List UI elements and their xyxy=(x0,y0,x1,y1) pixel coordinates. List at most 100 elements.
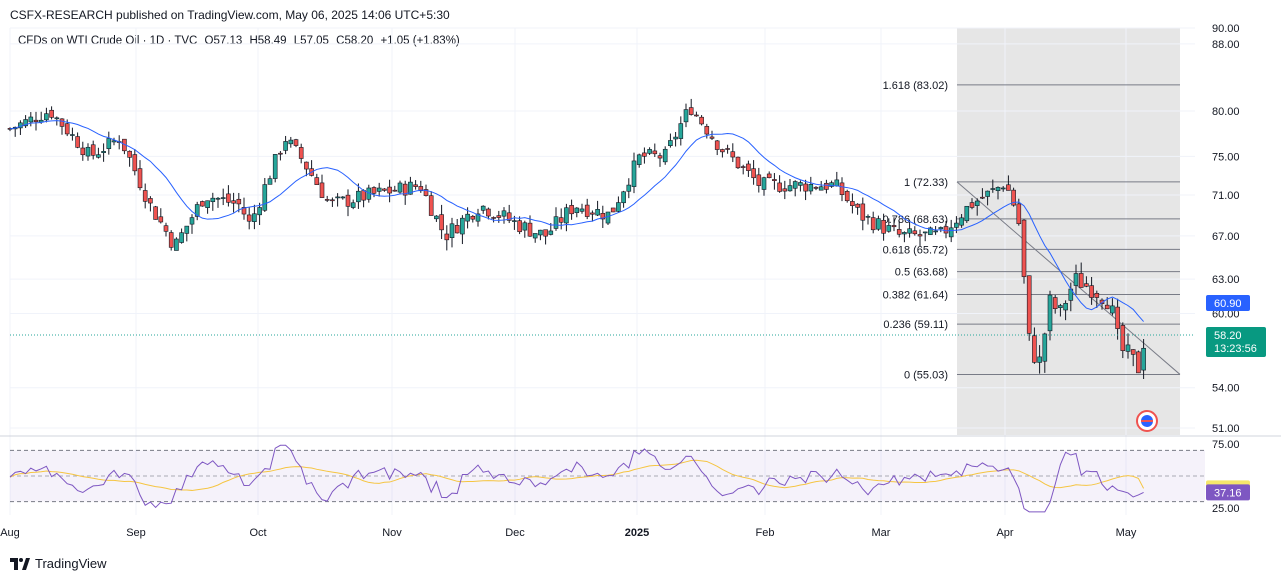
candle-body xyxy=(298,147,304,159)
candle-body xyxy=(142,190,148,202)
candle-body xyxy=(1136,351,1141,374)
candle-body xyxy=(787,185,793,192)
candle-body xyxy=(163,225,169,232)
candle-body xyxy=(720,149,725,153)
candle-body xyxy=(980,196,985,199)
candle-body xyxy=(881,219,886,234)
candle-body xyxy=(917,234,923,237)
candle-body xyxy=(813,186,819,189)
candle-body xyxy=(314,177,320,185)
candle-body xyxy=(964,205,970,222)
candle-body xyxy=(257,207,262,216)
candle-body xyxy=(470,215,476,220)
candle-body xyxy=(54,117,60,120)
candle-body xyxy=(262,184,268,211)
candle-body xyxy=(803,183,808,192)
candle-body xyxy=(564,207,569,224)
rsi-line xyxy=(9,444,1144,513)
tradingview-logo-icon xyxy=(10,557,30,570)
candle-body xyxy=(824,182,829,190)
price-tick-label: 88.00 xyxy=(1212,39,1240,51)
candle-body xyxy=(933,230,938,233)
candle-body xyxy=(371,187,377,194)
candle-body xyxy=(792,181,798,189)
candle-body xyxy=(766,173,772,179)
candle-body xyxy=(101,151,106,153)
candle-body xyxy=(896,229,902,235)
price-tick-label: 51.00 xyxy=(1212,423,1240,435)
candle-body xyxy=(621,191,626,204)
candle-body xyxy=(168,232,174,248)
candle-body xyxy=(205,200,210,208)
candle-body xyxy=(1047,294,1053,332)
time-tick-label: Oct xyxy=(249,527,266,539)
candle-body xyxy=(969,202,975,208)
candle-body xyxy=(870,217,876,231)
candle-body xyxy=(148,198,153,204)
candle-body xyxy=(647,149,652,154)
price-tick-label: 63.00 xyxy=(1212,274,1240,286)
candle-body xyxy=(465,213,470,222)
candle-body xyxy=(44,113,49,121)
fib-level-label: 0.5 (63.68) xyxy=(895,267,948,279)
candle-body xyxy=(215,197,221,200)
candle-body xyxy=(642,152,647,157)
candle-body xyxy=(340,196,346,199)
candle-body xyxy=(64,123,70,135)
candle-body xyxy=(548,230,554,235)
candle-body xyxy=(1078,273,1084,288)
candle-body xyxy=(995,187,1001,192)
candle-body xyxy=(486,208,491,217)
candle-body xyxy=(553,216,559,229)
candle-body xyxy=(876,218,881,230)
ma-line xyxy=(9,120,1144,322)
candle-body xyxy=(158,216,164,223)
candle-body xyxy=(954,222,959,228)
price-axis[interactable]: 90.00 88.00 80.00 75.00 71.00 67.00 63.00 60.00… xyxy=(1212,23,1240,435)
candle-body xyxy=(200,201,205,207)
candle-body xyxy=(137,168,143,189)
fib-level-label: 1 (72.33) xyxy=(904,177,948,189)
candle-body xyxy=(891,225,897,228)
candle-body xyxy=(974,200,980,206)
candle-body xyxy=(506,212,512,221)
candle-body xyxy=(860,203,866,221)
candle-body xyxy=(922,231,928,234)
candle-body xyxy=(179,232,184,243)
candle-body xyxy=(579,208,585,212)
candle-body xyxy=(605,211,611,224)
candle-body xyxy=(886,225,892,232)
candle-body xyxy=(444,233,450,241)
candle-body xyxy=(798,182,803,186)
candle-body xyxy=(1058,305,1063,308)
candle-body xyxy=(532,233,538,239)
candle-body xyxy=(959,217,964,226)
candle-body xyxy=(330,199,335,202)
rsi-ma-line xyxy=(9,459,1145,491)
candle-body xyxy=(761,177,767,190)
flag-icon[interactable] xyxy=(1136,410,1158,432)
fib-trendline xyxy=(956,181,1181,375)
candle-body xyxy=(387,186,392,194)
candle-body xyxy=(777,182,782,192)
candle-body xyxy=(985,190,990,197)
time-tick-label: Dec xyxy=(505,527,525,539)
price-tick-label: 54.00 xyxy=(1212,383,1240,395)
time-tick-label: Sep xyxy=(126,527,146,539)
fib-retracement[interactable]: 1.618 (83.02)1 (72.33)0.786 (68.63)0.618… xyxy=(883,80,1181,382)
time-axis[interactable]: Aug Sep Oct Nov Dec 2025 Feb Mar Apr May xyxy=(0,527,1137,539)
candle-body xyxy=(1000,187,1006,190)
candle-body xyxy=(636,154,642,165)
candle-body xyxy=(356,190,361,203)
candle-body xyxy=(709,136,715,139)
candle-body xyxy=(106,138,112,149)
candle-body xyxy=(740,166,746,168)
candle-body xyxy=(278,152,283,155)
candle-body xyxy=(246,214,252,222)
candle-body xyxy=(226,193,231,203)
time-tick-label: May xyxy=(1116,527,1137,539)
brand[interactable]: TradingView xyxy=(10,556,107,571)
